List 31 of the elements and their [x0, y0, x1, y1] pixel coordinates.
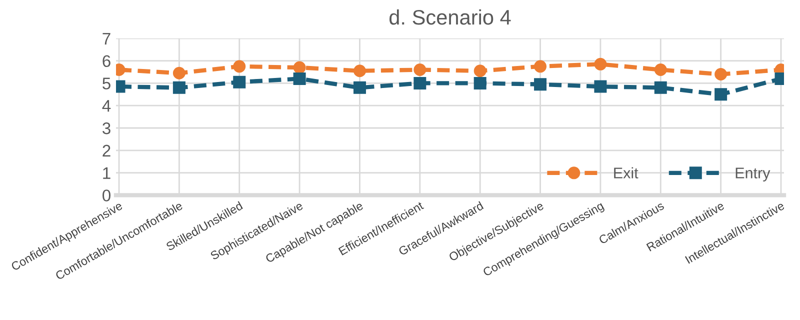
legend-label: Exit	[614, 167, 638, 178]
point	[714, 68, 728, 80]
point	[353, 81, 366, 94]
point	[594, 58, 607, 70]
point	[414, 76, 426, 90]
point	[474, 76, 486, 90]
y-tick-label: 0	[102, 190, 110, 202]
point	[172, 66, 186, 80]
point	[172, 81, 186, 94]
point	[714, 88, 728, 101]
point	[594, 80, 607, 93]
chart-title: d. Scenario 4	[390, 9, 511, 25]
point	[534, 78, 547, 91]
point	[414, 64, 426, 76]
point	[654, 64, 667, 76]
y-tick-label: 1	[103, 167, 110, 179]
y-tick-label: 5	[102, 78, 110, 90]
point	[233, 60, 246, 73]
y-tick-label: 7	[102, 32, 110, 44]
point	[474, 64, 486, 78]
point	[534, 60, 547, 73]
y-tick-label: 6	[102, 55, 110, 68]
point	[293, 72, 306, 85]
legend-label: Entry	[736, 168, 770, 182]
y-tick-label: 4	[102, 100, 111, 112]
y-tick-label: 2	[102, 144, 110, 156]
y-tick-label: 3	[102, 122, 110, 134]
point	[233, 76, 246, 88]
point	[654, 81, 667, 94]
point	[353, 64, 366, 78]
point	[293, 61, 306, 74]
